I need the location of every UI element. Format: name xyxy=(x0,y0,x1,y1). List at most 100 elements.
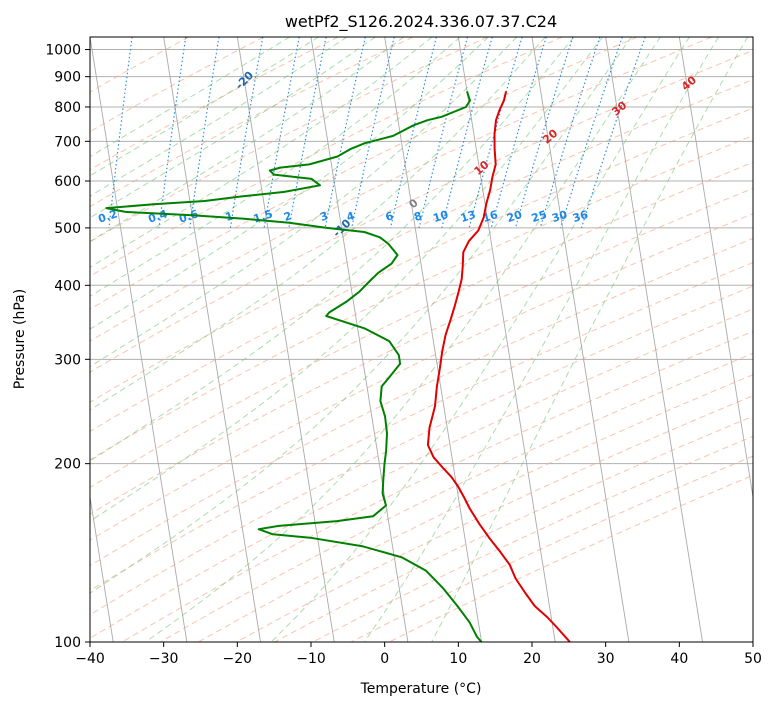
moist-adiabat-line xyxy=(90,37,461,297)
mixing-ratio-line xyxy=(351,37,395,229)
mixing-ratio-line xyxy=(62,37,82,228)
dry-adiabat-line xyxy=(90,37,414,208)
y-tick-label: 400 xyxy=(54,278,81,294)
moist-adiabat-line xyxy=(431,37,749,642)
mixing-ratio-label: 13 xyxy=(459,208,478,225)
mixing-ratio-line xyxy=(490,37,547,229)
y-tick-label: 700 xyxy=(54,134,81,150)
y-tick-label: 100 xyxy=(54,635,81,651)
dry-adiabat-line xyxy=(350,455,753,642)
isotherm-line xyxy=(163,37,261,642)
mixing-ratio-lines xyxy=(62,37,646,229)
dry-adiabat-line xyxy=(160,352,753,642)
mixing-ratio-line xyxy=(539,37,601,229)
isotherm-line xyxy=(90,37,188,642)
x-tick-label: 20 xyxy=(523,651,541,667)
moist-adiabats xyxy=(90,37,749,642)
y-tick-label: 300 xyxy=(54,352,81,368)
dry-adiabat-line xyxy=(90,79,753,403)
moist-adiabat-label: 30 xyxy=(609,99,629,119)
x-axis-label: Temperature (°C) xyxy=(360,681,482,697)
y-tick-label: 900 xyxy=(54,70,81,86)
moist-adiabat-line xyxy=(90,37,575,462)
x-tick-label: 50 xyxy=(744,651,762,667)
dry-adiabat-line xyxy=(90,161,753,488)
mixing-ratio-line xyxy=(441,37,493,229)
dry-adiabat-line xyxy=(90,37,339,171)
mixing-ratio-label: 1 xyxy=(224,209,235,224)
moist-adiabat-line xyxy=(363,37,719,642)
mixing-ratio-label: 6 xyxy=(384,209,396,224)
x-tick-label: −20 xyxy=(223,651,253,667)
mixing-ratio-line xyxy=(390,37,437,229)
moist-adiabat-line xyxy=(270,37,690,642)
y-tick-label: 600 xyxy=(54,174,81,190)
y-tick-label: 1000 xyxy=(45,43,81,59)
isotherm-line xyxy=(236,37,335,642)
moist-adiabat-line xyxy=(90,37,518,368)
isotherm-line xyxy=(310,37,409,642)
moist-adiabat-label: 10 xyxy=(472,158,492,178)
mixing-ratio-line xyxy=(418,37,469,229)
mixing-ratio-line xyxy=(288,37,327,228)
y-axis-label: Pressure (hPa) xyxy=(12,289,28,389)
dry-adiabat-line xyxy=(90,49,753,373)
mixing-ratio-line xyxy=(468,37,523,229)
mixing-ratio-line xyxy=(108,37,133,228)
moist-adiabat-line xyxy=(90,37,632,594)
moist-adiabat-line xyxy=(90,37,376,219)
mixing-ratio-label: 8 xyxy=(412,209,423,224)
isotherm-gridlines xyxy=(90,37,753,642)
dry-adiabat-line xyxy=(90,107,753,432)
mixing-ratio-line xyxy=(324,37,366,229)
mixing-ratio-label: 1.5 xyxy=(252,207,275,225)
x-tick-label: 0 xyxy=(380,651,389,667)
dry-adiabat-line xyxy=(90,261,753,592)
isotherm-line xyxy=(531,37,630,642)
mixing-ratio-line xyxy=(560,37,623,229)
isobar-gridlines xyxy=(90,49,753,642)
dry-adiabat-line xyxy=(90,308,753,639)
dry-adiabats xyxy=(90,37,753,642)
dry-adiabat-line xyxy=(90,37,264,133)
mixing-ratio-label: 10 xyxy=(431,208,450,225)
mixing-ratio-line xyxy=(514,37,574,229)
isotherm-line xyxy=(752,37,753,40)
dewpoint-profile-line xyxy=(105,91,483,642)
mixing-ratio-line xyxy=(189,37,220,228)
dry-adiabat-line xyxy=(198,374,753,642)
plot-frame xyxy=(89,36,754,643)
mixing-ratio-label: 2 xyxy=(282,209,293,224)
dry-adiabat-line xyxy=(121,330,753,642)
isotherm-line xyxy=(457,37,556,642)
dry-adiabat-line xyxy=(90,237,753,567)
mixing-ratio-label: 0.4 xyxy=(147,207,170,225)
moist-adiabat-line xyxy=(90,37,489,330)
dry-adiabat-line xyxy=(90,134,753,461)
axis-ticks: −40 −30 −20 −10 0 10 20 30 40 5010020030040050060… xyxy=(45,43,762,667)
mixing-ratio-label: 20 xyxy=(505,208,524,225)
mixing-ratio-line xyxy=(229,37,264,228)
moist-adiabat-line xyxy=(90,37,319,177)
moist-adiabat-line xyxy=(145,37,661,642)
dry-adiabat-line xyxy=(90,37,638,310)
dry-adiabat-line xyxy=(90,37,488,243)
reference-line-labels: 0.10.20.40.611.52346810131620253036-100-… xyxy=(97,69,700,240)
dry-adiabat-line xyxy=(90,37,563,277)
y-tick-label: 800 xyxy=(54,100,81,116)
mixing-ratio-label: 0.6 xyxy=(177,207,200,225)
y-tick-label: 500 xyxy=(54,221,81,237)
mixing-ratio-line xyxy=(158,37,187,228)
x-tick-label: 40 xyxy=(670,651,688,667)
dry-adiabat-line xyxy=(90,37,712,342)
moist-adiabat-line xyxy=(90,37,546,411)
mixing-ratio-label: 36 xyxy=(571,208,590,225)
dry-adiabat-line xyxy=(388,474,753,642)
moist-adiabat-line xyxy=(90,37,404,243)
mixing-ratio-label: 0.2 xyxy=(97,207,120,225)
isotherm-line xyxy=(384,37,482,642)
chart-title: wetPf2_S126.2024.336.07.37.C24 xyxy=(285,12,557,32)
mixing-ratio-line xyxy=(580,37,646,229)
moist-adiabat-line xyxy=(90,37,290,158)
x-tick-label: 10 xyxy=(449,651,467,667)
